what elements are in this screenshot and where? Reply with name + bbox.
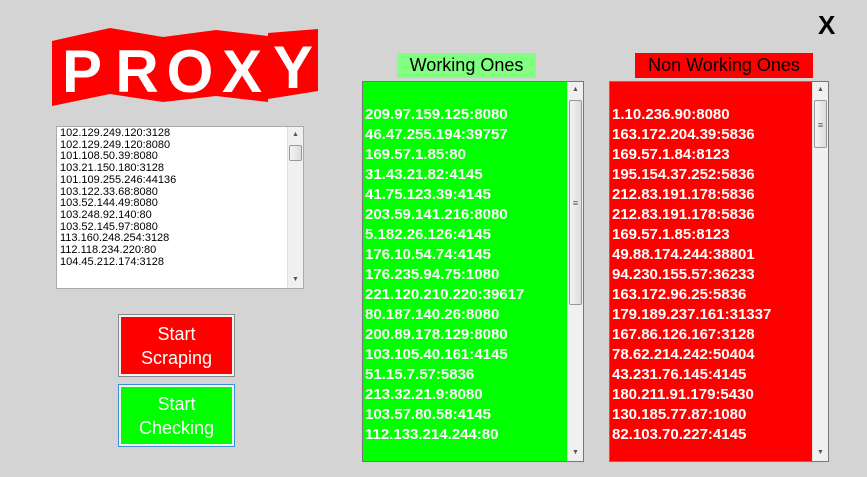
non-working-scrollbar[interactable]: ▲ ≡ ▼	[812, 82, 828, 461]
logo-letter: Y	[273, 34, 313, 101]
source-scrollbar[interactable]: ▲ ▼	[287, 127, 303, 288]
proxy-item[interactable]: 195.154.37.252:5836	[612, 166, 755, 183]
proxy-item[interactable]: 31.43.21.82:4145	[365, 166, 483, 183]
button-label: Scraping	[140, 347, 213, 368]
button-label: Start	[157, 393, 196, 414]
proxy-item[interactable]: 163.172.96.25:5836	[612, 286, 747, 303]
proxy-item[interactable]: 179.189.237.161:31337	[612, 306, 772, 323]
proxy-item[interactable]: 103.21.150.180:3128	[60, 162, 164, 175]
proxy-item[interactable]: 103.122.33.68:8080	[60, 185, 158, 198]
proxy-item[interactable]: 209.97.159.125:8080	[365, 106, 508, 123]
logo-letter: R	[115, 38, 158, 105]
start-checking-button[interactable]: Start Checking	[118, 384, 235, 447]
proxy-item[interactable]: 80.187.140.26:8080	[365, 306, 500, 323]
proxy-item[interactable]: 78.62.214.242:50404	[612, 346, 755, 363]
proxy-item[interactable]: 169.57.1.85:80	[365, 146, 466, 163]
proxy-item[interactable]: 51.15.7.57:5836	[365, 366, 475, 383]
scroll-down-arrow-icon[interactable]: ▼	[572, 449, 579, 456]
proxy-item[interactable]: 101.108.50.39:8080	[60, 150, 158, 163]
proxy-item[interactable]: 103.248.92.140:80	[60, 208, 152, 221]
non-working-proxy-list[interactable]: 1.10.236.90:8080 163.172.204.39:5836 169.5…	[609, 81, 829, 462]
proxy-item[interactable]: 113.160.248.254:3128	[60, 232, 170, 245]
working-proxy-list[interactable]: 209.97.159.125:8080 46.47.255.194:39757 16…	[362, 81, 584, 462]
proxy-item[interactable]: 103.52.145.97:8080	[60, 220, 158, 233]
working-ones-label: Working Ones	[397, 53, 536, 78]
proxy-logo: P R O X Y	[52, 28, 318, 106]
proxy-item[interactable]: 221.120.210.220:39617	[365, 286, 525, 303]
proxy-item[interactable]: 203.59.141.216:8080	[365, 206, 508, 223]
scroll-down-arrow-icon[interactable]: ▼	[292, 276, 299, 283]
proxy-item[interactable]: 163.172.204.39:5836	[612, 126, 755, 143]
proxy-item[interactable]: 43.231.76.145:4145	[612, 366, 747, 383]
proxy-item[interactable]: 49.88.174.244:38801	[612, 246, 755, 263]
proxy-item[interactable]: 169.57.1.84:8123	[612, 146, 730, 163]
proxy-item[interactable]: 94.230.155.57:36233	[612, 266, 755, 283]
logo-letter: P	[62, 38, 102, 105]
proxy-item[interactable]: 46.47.255.194:39757	[365, 126, 508, 143]
proxy-item[interactable]: 103.52.144.49:8080	[60, 197, 158, 210]
proxy-item[interactable]: 101.109.255.246:44136	[60, 173, 177, 186]
proxy-item[interactable]: 102.129.249.120:8080	[60, 138, 171, 151]
source-proxy-list[interactable]: 102.129.249.120:3128 102.129.249.120:8080…	[56, 126, 304, 289]
logo-letter: O	[167, 38, 214, 105]
proxy-item[interactable]: 82.103.70.227:4145	[612, 426, 747, 443]
proxy-item[interactable]: 212.83.191.178:5836	[612, 186, 755, 203]
proxy-item[interactable]: 1.10.236.90:8080	[612, 106, 730, 123]
working-scrollbar[interactable]: ▲ ≡ ▼	[567, 82, 583, 461]
proxy-item[interactable]: 167.86.126.167:3128	[612, 326, 755, 343]
proxy-item[interactable]: 169.57.1.85:8123	[612, 226, 730, 243]
proxy-item[interactable]: 176.10.54.74:4145	[365, 246, 491, 263]
proxy-item[interactable]: 103.105.40.161:4145	[365, 346, 508, 363]
button-label: Checking	[138, 417, 215, 438]
proxy-item[interactable]: 5.182.26.126:4145	[365, 226, 491, 243]
proxy-item[interactable]: 200.89.178.129:8080	[365, 326, 508, 343]
proxy-item[interactable]: 104.45.212.174:3128	[60, 255, 164, 268]
proxy-item[interactable]: 180.211.91.179:5430	[612, 386, 754, 403]
scroll-thumb[interactable]: ≡	[569, 100, 582, 305]
proxy-item[interactable]: 41.75.123.39:4145	[365, 186, 491, 203]
proxy-item[interactable]: 103.57.80.58:4145	[365, 406, 491, 423]
proxy-item[interactable]: 176.235.94.75:1080	[365, 266, 500, 283]
scroll-up-arrow-icon[interactable]: ▲	[817, 86, 824, 93]
close-button[interactable]: X	[818, 10, 836, 40]
non-working-proxy-lines: 1.10.236.90:8080 163.172.204.39:5836 169.5…	[612, 105, 771, 445]
proxy-item[interactable]: 102.129.249.120:3128	[60, 127, 171, 139]
proxy-item[interactable]: 213.32.21.9:8080	[365, 386, 483, 403]
scroll-thumb[interactable]	[289, 145, 302, 161]
button-label: Start	[157, 323, 196, 344]
working-proxy-lines: 209.97.159.125:8080 46.47.255.194:39757 16…	[365, 105, 524, 445]
scroll-down-arrow-icon[interactable]: ▼	[817, 449, 824, 456]
proxy-item[interactable]: 112.118.234.220:80	[60, 244, 157, 257]
start-scraping-button[interactable]: Start Scraping	[118, 314, 235, 377]
scroll-thumb[interactable]: ≡	[814, 100, 827, 148]
proxy-item[interactable]: 130.185.77.87:1080	[612, 406, 747, 423]
scroll-up-arrow-icon[interactable]: ▲	[572, 86, 579, 93]
non-working-ones-label: Non Working Ones	[635, 53, 813, 78]
scroll-up-arrow-icon[interactable]: ▲	[292, 131, 299, 138]
logo-letter: X	[222, 38, 262, 105]
proxy-item[interactable]: 112.133.214.244:80	[365, 426, 499, 443]
source-proxy-lines: 102.129.249.120:3128 102.129.249.120:8080…	[60, 127, 177, 268]
proxy-item[interactable]: 212.83.191.178:5836	[612, 206, 755, 223]
